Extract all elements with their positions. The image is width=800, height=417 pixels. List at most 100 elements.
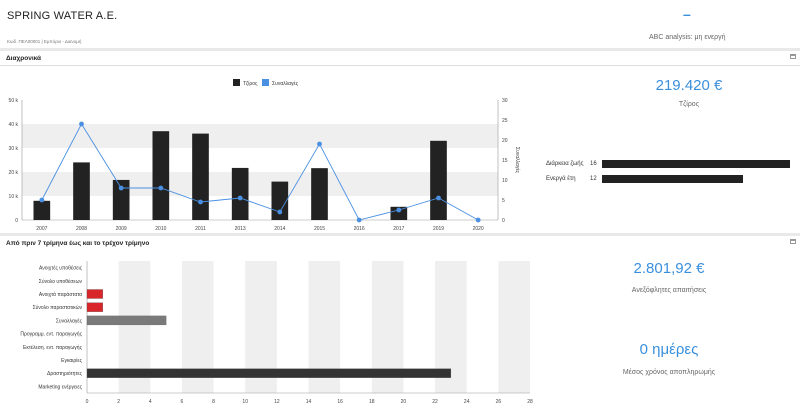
y-category-label: Ανοιχτές υποθέσεις: [39, 265, 83, 272]
point-transactions: [356, 217, 362, 223]
y-tick-right: 10: [502, 178, 508, 184]
y-tick-right: 30: [502, 98, 508, 104]
x-tick-label: 0: [86, 399, 89, 405]
kpi-payment-days-label: Μέσος χρόνος αποπληρωμής: [622, 369, 716, 376]
x-tick-label: 28: [527, 399, 533, 405]
y-tick-left: 50 k: [9, 98, 19, 104]
bar-turnover: [192, 133, 209, 220]
x-tick-label: 2019: [433, 226, 444, 232]
y-tick-right: 5: [502, 198, 505, 204]
x-tick-label: 22: [432, 399, 438, 405]
minimize-icon[interactable]: [790, 54, 796, 59]
company-name: SPRING WATER A.E.: [7, 10, 118, 22]
x-tick-label: 2007: [36, 226, 47, 232]
stat-value-lifetime: 16: [590, 161, 597, 167]
y-tick-right: 20: [502, 138, 508, 144]
y-tick-left: 10 k: [9, 194, 19, 200]
abc-analysis-status: ABC analysis: μη ενεργή: [649, 34, 726, 41]
point-transactions: [475, 217, 481, 223]
y-axis-label-right: Συναλλαγές: [514, 147, 521, 174]
section-title: Διαχρονικά: [6, 55, 42, 62]
x-tick-label: 2008: [76, 226, 87, 232]
kpi-turnover-value: 219.420 €: [655, 77, 723, 94]
point-transactions: [158, 185, 164, 191]
y-tick-right: 25: [502, 118, 508, 124]
x-tick-label: 2016: [354, 226, 365, 232]
x-tick-label: 26: [496, 399, 502, 405]
y-category-label: Ανοιχτά παράστατα: [39, 291, 82, 298]
x-tick-label: 16: [337, 399, 343, 405]
section-recent-quarters: Από πριν 7 τρίμηνα έως και το τρέχον τρί…: [0, 236, 800, 417]
y-category-label: Προγραμμ. εντ. παραγωγής: [20, 331, 82, 338]
y-category-label: Εκτέλεση. εντ. παραγωγής: [23, 344, 83, 351]
y-tick-left: 40 k: [9, 122, 19, 128]
point-transactions: [396, 207, 402, 213]
legend-label-turnover: Τζίρος: [243, 81, 258, 87]
point-transactions: [277, 209, 283, 215]
grid-band: [498, 261, 530, 393]
header-dash: –: [683, 6, 691, 22]
stat-value-active-years: 12: [590, 176, 597, 182]
header-panel: SPRING WATER A.E. Κωδ. ΠΕΛ00001 | Εμπόρι…: [0, 0, 800, 48]
x-tick-label: 2020: [473, 226, 484, 232]
stat-label-active-years: Ενεργά έτη: [546, 176, 576, 182]
x-tick-label: 20: [401, 399, 407, 405]
bar-turnover: [390, 206, 408, 220]
y-category-label: Σύνολο υποθέσεων: [39, 278, 83, 285]
bar-turnover: [73, 162, 90, 220]
y-category-label: Σύνολο παραστατικών: [33, 304, 83, 311]
x-tick-label: 2017: [393, 226, 404, 232]
bar-turnover: [231, 167, 249, 220]
bar-activity: [86, 302, 103, 312]
bar-turnover: [152, 131, 170, 220]
x-tick-label: 2013: [235, 226, 246, 232]
stat-label-lifetime: Διάρκεια ζωής: [546, 161, 584, 167]
x-tick-label: 4: [149, 399, 152, 405]
x-tick-label: 14: [306, 399, 312, 405]
point-transactions: [118, 185, 124, 191]
x-tick-label: 12: [274, 399, 280, 405]
x-tick-label: 2009: [116, 226, 127, 232]
y-tick-left: 0: [15, 218, 18, 224]
grid-band: [22, 172, 498, 196]
point-transactions: [79, 121, 84, 127]
x-tick-label: 10: [242, 399, 248, 405]
kpi-turnover-label: Τζίρος: [678, 101, 700, 108]
point-transactions: [436, 195, 441, 201]
point-transactions: [237, 195, 243, 201]
y-category-label: Εγκαιρίες: [61, 358, 82, 364]
bar-activity: [86, 315, 167, 326]
x-tick-label: 2014: [274, 226, 285, 232]
bar-turnover: [112, 179, 130, 220]
company-subtitle: Κωδ. ΠΕΛ00001 | Εμπόριο - Διανομή: [7, 39, 82, 44]
kpi-receivables-value: 2.801,92 €: [633, 260, 705, 277]
x-tick-label: 24: [464, 399, 470, 405]
y-category-label: Συναλλαγές: [56, 317, 83, 324]
minimize-icon[interactable]: [790, 239, 796, 244]
divider: [0, 65, 800, 66]
legend-swatch-transactions: [262, 79, 269, 86]
y-category-label: Δραστηριότητες: [47, 370, 83, 377]
x-tick-label: 2015: [314, 226, 325, 232]
y-tick-left: 30 k: [9, 146, 19, 152]
bar-turnover: [311, 168, 328, 220]
y-tick-right: 15: [502, 158, 508, 164]
x-tick-label: 2011: [195, 226, 206, 232]
grid-band: [22, 124, 498, 148]
legend-label-transactions: Συναλλαγές: [272, 80, 299, 87]
point-transactions: [39, 197, 45, 203]
legend-swatch-turnover: [233, 79, 240, 86]
stat-bar-active-years: [602, 175, 743, 183]
x-tick-label: 2: [117, 399, 120, 405]
bar-activity: [86, 368, 452, 378]
line-transactions: [41, 123, 479, 221]
stat-bar-lifetime: [602, 160, 790, 168]
section-timeline: Διαχρονικά Τζίρος Συναλλαγές 0 10 k 20 k 30 k…: [0, 51, 800, 233]
point-transactions: [317, 141, 322, 147]
bar-turnover: [430, 140, 447, 220]
point-transactions: [198, 199, 203, 205]
kpi-receivables-label: Ανεξόφλητες απαιτήσεις: [631, 287, 707, 294]
x-tick-label: 2010: [155, 226, 166, 232]
x-tick-label: 8: [212, 399, 215, 405]
